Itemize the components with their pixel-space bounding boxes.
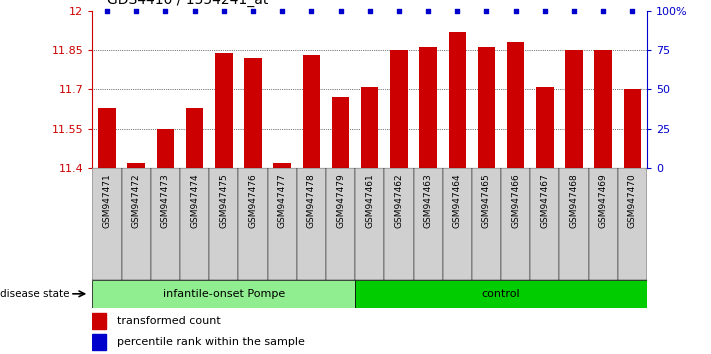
Bar <box>122 168 151 280</box>
Point <box>422 8 434 13</box>
Bar <box>92 313 107 329</box>
Point <box>247 8 259 13</box>
Point <box>568 8 579 13</box>
Bar <box>478 47 496 168</box>
Point <box>597 8 609 13</box>
Text: GSM947478: GSM947478 <box>307 174 316 228</box>
Text: GSM947464: GSM947464 <box>453 174 461 228</box>
Bar <box>536 87 554 168</box>
Bar <box>624 90 641 168</box>
Text: GSM947479: GSM947479 <box>336 174 345 228</box>
Bar <box>530 168 560 280</box>
Bar <box>414 168 443 280</box>
Text: transformed count: transformed count <box>117 316 221 326</box>
Text: GSM947469: GSM947469 <box>599 174 608 228</box>
Bar <box>267 168 296 280</box>
Point <box>626 8 638 13</box>
Text: GSM947468: GSM947468 <box>570 174 579 228</box>
Text: GDS4410 / 1554241_at: GDS4410 / 1554241_at <box>107 0 268 7</box>
Bar <box>443 168 472 280</box>
Bar <box>209 168 238 280</box>
Bar <box>501 168 530 280</box>
Text: control: control <box>482 289 520 299</box>
Text: GSM947474: GSM947474 <box>190 174 199 228</box>
Bar <box>472 168 501 280</box>
Text: GSM947463: GSM947463 <box>424 174 432 228</box>
Bar <box>127 163 145 168</box>
Bar <box>92 168 122 280</box>
Point <box>335 8 346 13</box>
Bar <box>361 87 378 168</box>
Text: GSM947475: GSM947475 <box>219 174 228 228</box>
Bar <box>98 108 116 168</box>
Bar <box>385 168 414 280</box>
Text: GSM947471: GSM947471 <box>102 174 112 228</box>
Point <box>189 8 201 13</box>
Text: GSM947466: GSM947466 <box>511 174 520 228</box>
Point <box>451 8 463 13</box>
Point <box>306 8 317 13</box>
Point <box>218 8 230 13</box>
Bar <box>156 129 174 168</box>
Bar <box>618 168 647 280</box>
Point <box>277 8 288 13</box>
Point <box>539 8 550 13</box>
Point <box>131 8 142 13</box>
Bar <box>594 50 612 168</box>
Bar <box>274 163 291 168</box>
Text: percentile rank within the sample: percentile rank within the sample <box>117 337 305 348</box>
Bar <box>390 50 407 168</box>
Bar <box>507 42 525 168</box>
Text: GSM947476: GSM947476 <box>248 174 257 228</box>
Bar <box>303 55 320 168</box>
Bar <box>244 58 262 168</box>
Point <box>364 8 375 13</box>
Bar <box>296 168 326 280</box>
Bar <box>419 47 437 168</box>
Text: GSM947470: GSM947470 <box>628 174 637 228</box>
Bar <box>92 334 107 350</box>
Bar <box>151 168 180 280</box>
Text: GSM947477: GSM947477 <box>278 174 287 228</box>
Text: GSM947472: GSM947472 <box>132 174 141 228</box>
Bar <box>355 168 385 280</box>
Bar <box>560 168 589 280</box>
Point <box>393 8 405 13</box>
Bar <box>326 168 355 280</box>
Text: GSM947461: GSM947461 <box>365 174 374 228</box>
Bar <box>589 168 618 280</box>
Bar <box>92 280 355 308</box>
Point <box>102 8 113 13</box>
Point <box>510 8 521 13</box>
Point <box>481 8 492 13</box>
Text: GSM947465: GSM947465 <box>482 174 491 228</box>
Text: disease state: disease state <box>0 289 70 299</box>
Bar <box>215 53 232 168</box>
Bar <box>332 97 349 168</box>
Text: GSM947462: GSM947462 <box>395 174 403 228</box>
Bar <box>238 168 267 280</box>
Bar <box>355 280 647 308</box>
Bar <box>449 32 466 168</box>
Point <box>160 8 171 13</box>
Text: GSM947467: GSM947467 <box>540 174 550 228</box>
Bar <box>186 108 203 168</box>
Text: GSM947473: GSM947473 <box>161 174 170 228</box>
Bar <box>180 168 209 280</box>
Bar <box>565 50 583 168</box>
Text: infantile-onset Pompe: infantile-onset Pompe <box>163 289 285 299</box>
